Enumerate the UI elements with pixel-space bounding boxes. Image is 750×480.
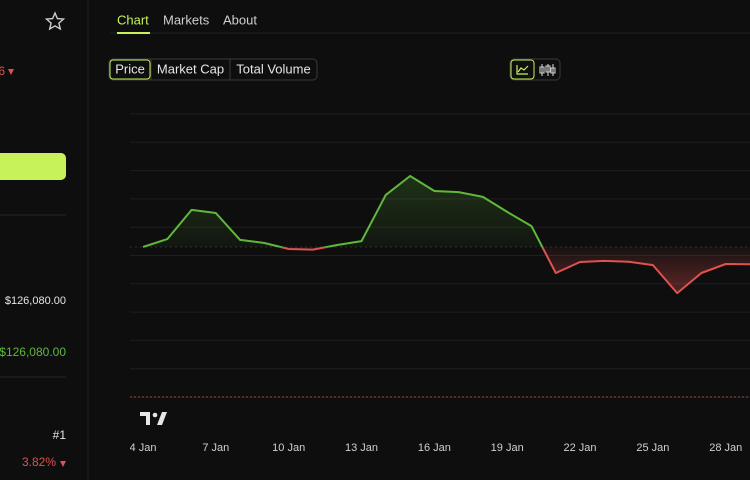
metric-button[interactable]: Market Cap <box>157 61 224 76</box>
x-tick-label: 19 Jan <box>491 442 524 454</box>
x-tick-label: 7 Jan <box>202 442 229 454</box>
plot: 4 Jan 7 Jan 10 Jan 13 Jan 16 Jan 19 Jan 22 Jan… <box>130 113 750 454</box>
metric-buttons: Price Market Cap Total Volume <box>108 58 318 81</box>
star-icon[interactable] <box>44 11 66 31</box>
line-icon <box>516 65 529 75</box>
x-tick-label: 25 Jan <box>636 442 669 454</box>
active-button <box>109 59 151 80</box>
buy-button[interactable] <box>0 153 66 180</box>
button-group-border <box>108 58 318 81</box>
x-tick-label: 28 Jan <box>709 442 742 454</box>
x-tick-label: 13 Jan <box>345 442 378 454</box>
line-style-button[interactable] <box>510 59 535 80</box>
x-tick-label: 10 Jan <box>272 442 305 454</box>
down-arrow <box>60 461 66 467</box>
metric-button[interactable]: Total Volume <box>236 61 310 76</box>
price-line <box>142 175 750 295</box>
ath-price-change: $126,080.00 <box>0 345 66 359</box>
tab[interactable]: About <box>223 12 257 27</box>
tradingview-logo <box>140 412 167 425</box>
x-tick-label: 16 Jan <box>418 442 451 454</box>
tab[interactable]: Chart <box>117 12 149 27</box>
candle-icon[interactable] <box>539 64 556 76</box>
tab[interactable]: Markets <box>163 12 210 27</box>
rank-change: 3.82% <box>22 455 56 469</box>
x-tick-label: 22 Jan <box>564 442 597 454</box>
rank: #1 <box>53 428 67 442</box>
x-tick-label: 4 Jan <box>130 442 157 454</box>
price-change: 6 <box>0 64 5 78</box>
price-area <box>143 176 750 294</box>
tabs: Chart Markets About <box>117 12 257 27</box>
ath-price: $126,080.00 <box>5 295 66 307</box>
metric-button[interactable]: Price <box>115 61 145 76</box>
down-arrow <box>8 69 14 75</box>
sidebar: 6 $126,080.00 $126,080.00 #1 3.82% <box>0 11 67 469</box>
chart-style-toggle <box>509 58 561 81</box>
